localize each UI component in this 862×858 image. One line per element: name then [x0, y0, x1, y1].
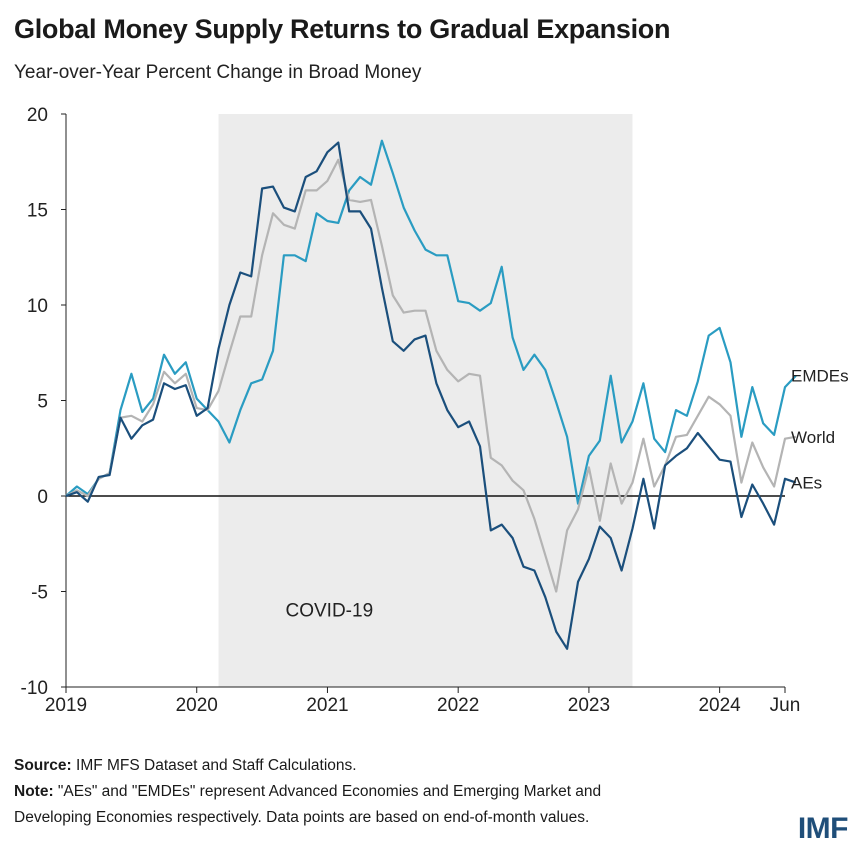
y-tick-label: -10 [21, 678, 48, 699]
series-line-aes [65, 141, 797, 650]
source-note: Source: IMF MFS Dataset and Staff Calcul… [14, 753, 357, 779]
y-tick-label: 10 [27, 296, 48, 317]
line-chart: COVID-19 -10 -5 0 5 10 15 20 2019 2020 2021 2022 202… [21, 105, 849, 715]
y-tick-label: 5 [37, 392, 48, 413]
note-text-1: "AEs" and "EMDEs" represent Advanced Eco… [53, 783, 602, 800]
series-label-emdes: EMDEs [791, 367, 849, 386]
x-tick-label: 2019 [45, 695, 87, 715]
note-label: Note: [14, 783, 54, 800]
series-line-world [65, 158, 797, 593]
x-tick-label: Jun [770, 695, 801, 715]
note-line-1: Note: "AEs" and "EMDEs" represent Advanc… [14, 779, 601, 805]
source-label: Source: [14, 757, 72, 774]
y-tick-label: -5 [31, 583, 48, 604]
y-tick-label: 15 [27, 201, 48, 222]
series-label-world: World [791, 428, 835, 447]
chart-title: Global Money Supply Returns to Gradual E… [14, 14, 671, 44]
y-tick-label: 20 [27, 105, 48, 126]
note-text-2: Developing Economies respectively. Data … [14, 809, 590, 826]
imf-logo: IMF [797, 812, 849, 845]
covid-region-label: COVID-19 [286, 600, 374, 621]
y-tick-label: 0 [37, 487, 48, 508]
series-label-aes: AEs [791, 474, 822, 493]
x-tick-label: 2020 [176, 695, 218, 715]
chart-subtitle: Year-over-Year Percent Change in Broad M… [14, 62, 422, 83]
note-line-2: Developing Economies respectively. Data … [14, 805, 589, 831]
x-tick-label: 2023 [568, 695, 610, 715]
source-text: IMF MFS Dataset and Staff Calculations. [71, 757, 357, 774]
series-line-emdes [65, 139, 797, 505]
x-tick-label: 2024 [698, 695, 741, 715]
x-tick-label: 2022 [437, 695, 479, 715]
x-tick-label: 2021 [306, 695, 348, 715]
